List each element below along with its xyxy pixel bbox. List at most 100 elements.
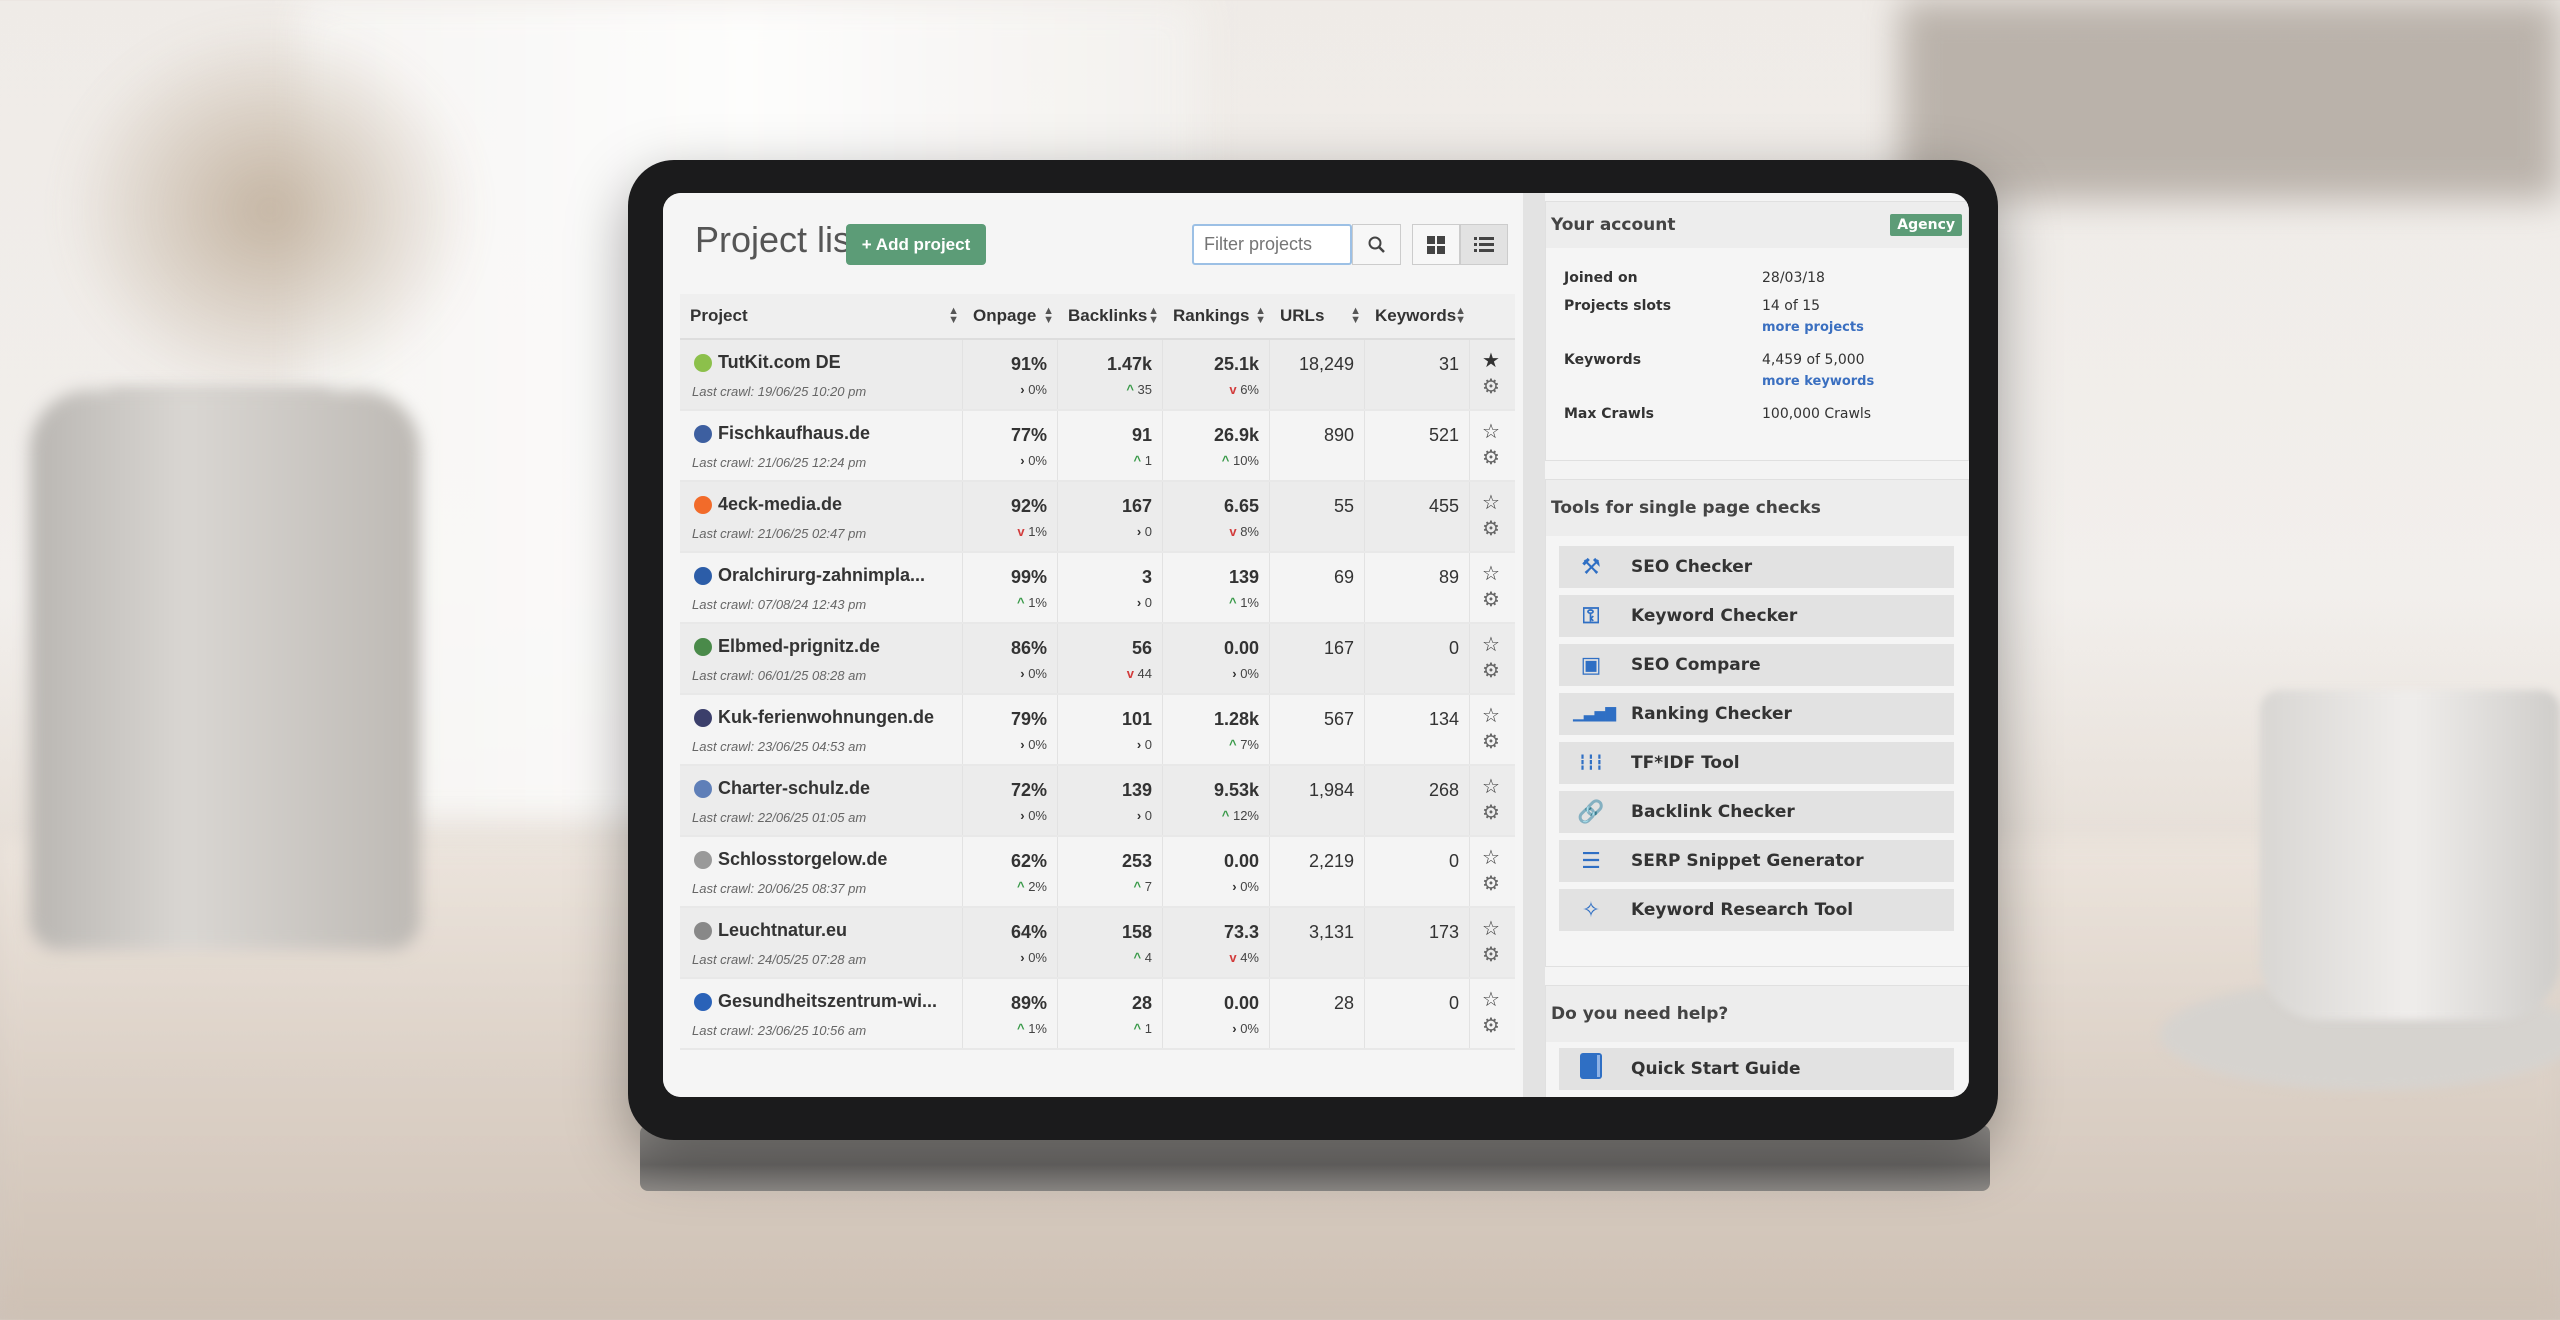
table-row[interactable]: Kuk-ferienwohnungen.de Last crawl: 23/06/…	[680, 695, 1515, 766]
tool-label: Ranking Checker	[1631, 704, 1792, 724]
onpage-cell: 72% › 0%	[963, 766, 1058, 835]
project-name-link[interactable]: Fischkaufhaus.de	[694, 423, 870, 444]
table-row[interactable]: Charter-schulz.de Last crawl: 22/06/25 01…	[680, 766, 1515, 837]
gear-icon[interactable]: ⚙	[1482, 660, 1500, 682]
column-onpage[interactable]: Onpage ▲ ▼	[963, 294, 1058, 338]
gear-icon[interactable]: ⚙	[1482, 518, 1500, 540]
backlinks-delta: ^ 1	[1134, 453, 1152, 468]
tool-serp-snippet-generator[interactable]: ☰ SERP Snippet Generator	[1559, 840, 1954, 882]
column-backlinks[interactable]: Backlinks ▲ ▼	[1058, 294, 1163, 338]
onpage-cell: 79% › 0%	[963, 695, 1058, 764]
onpage-value: 89%	[1010, 993, 1047, 1013]
trend-up-icon: ^	[1133, 950, 1145, 965]
table-row[interactable]: TutKit.com DE Last crawl: 19/06/25 10:20 …	[680, 340, 1515, 411]
trend-flat-icon: ›	[1136, 737, 1145, 752]
trend-flat-icon: ›	[1020, 666, 1029, 681]
table-row[interactable]: Fischkaufhaus.de Last crawl: 21/06/25 12:…	[680, 411, 1515, 482]
grid-view-button[interactable]	[1412, 224, 1460, 265]
star-icon[interactable]: ☆	[1482, 918, 1500, 940]
star-icon[interactable]: ☆	[1482, 989, 1500, 1011]
table-row[interactable]: Leuchtnatur.eu Last crawl: 24/05/25 07:28…	[680, 908, 1515, 979]
tool-keyword-research-tool[interactable]: ✧ Keyword Research Tool	[1559, 889, 1954, 931]
gear-icon[interactable]: ⚙	[1482, 1015, 1500, 1037]
rankings-delta-value: 6%	[1240, 382, 1259, 397]
more-keywords-link[interactable]: more keywords	[1762, 374, 1875, 389]
tool-keyword-checker[interactable]: ⚿ Keyword Checker	[1559, 595, 1954, 637]
project-name-link[interactable]: Elbmed-prignitz.de	[694, 636, 880, 657]
gear-icon[interactable]: ⚙	[1482, 873, 1500, 895]
table-row[interactable]: 4eck-media.de Last crawl: 21/06/25 02:47 …	[680, 482, 1515, 553]
gear-icon[interactable]: ⚙	[1482, 447, 1500, 469]
table-row[interactable]: Elbmed-prignitz.de Last crawl: 06/01/25 0…	[680, 624, 1515, 695]
gear-icon[interactable]: ⚙	[1482, 944, 1500, 966]
actions-cell: ☆ ⚙	[1470, 411, 1515, 480]
tool-backlink-checker[interactable]: 🔗 Backlink Checker	[1559, 791, 1954, 833]
table-row[interactable]: Oralchirurg-zahnimpla... Last crawl: 07/0…	[680, 553, 1515, 624]
rankings-cell: 73.3 v 4%	[1163, 908, 1270, 977]
gear-icon[interactable]: ⚙	[1482, 376, 1500, 398]
project-name-link[interactable]: Charter-schulz.de	[694, 778, 870, 799]
project-name-link[interactable]: Leuchtnatur.eu	[694, 920, 847, 941]
star-icon[interactable]: ★	[1482, 350, 1500, 372]
slots-value: 14 of 15	[1762, 298, 1821, 314]
star-icon[interactable]: ☆	[1482, 563, 1500, 585]
trend-flat-icon: ›	[1020, 453, 1029, 468]
project-name-link[interactable]: Kuk-ferienwohnungen.de	[694, 707, 934, 728]
onpage-delta: › 0%	[1020, 950, 1047, 965]
table-row[interactable]: Gesundheitszentrum-wi... Last crawl: 23/0…	[680, 979, 1515, 1050]
account-title: Your account	[1551, 215, 1676, 235]
star-icon[interactable]: ☆	[1482, 847, 1500, 869]
project-favicon	[694, 637, 712, 656]
project-name-link[interactable]: Oralchirurg-zahnimpla...	[694, 565, 925, 586]
keywords-cell: 455	[1365, 482, 1470, 551]
trend-down-icon: v	[1126, 666, 1138, 681]
background-vase	[30, 390, 420, 950]
star-icon[interactable]: ☆	[1482, 634, 1500, 656]
magic-wand-icon: ✧	[1581, 897, 1601, 923]
project-name: Charter-schulz.de	[718, 778, 871, 798]
project-name-link[interactable]: Gesundheitszentrum-wi...	[694, 991, 937, 1012]
project-name-link[interactable]: TutKit.com DE	[694, 352, 841, 373]
gear-icon[interactable]: ⚙	[1482, 589, 1500, 611]
star-icon[interactable]: ☆	[1482, 492, 1500, 514]
gear-icon[interactable]: ⚙	[1482, 731, 1500, 753]
column-label: Onpage	[973, 306, 1037, 325]
rankings-delta-value: 12%	[1232, 808, 1259, 823]
rankings-value: 1.28k	[1213, 709, 1259, 729]
project-favicon	[694, 495, 712, 514]
tool-seo-compare[interactable]: ▣ SEO Compare	[1559, 644, 1954, 686]
tool-tf-idf-tool[interactable]: ┇┇┇ TF*IDF Tool	[1559, 742, 1954, 784]
backlinks-delta-value: 35	[1137, 382, 1152, 397]
search-button[interactable]	[1352, 224, 1401, 265]
keywords-cell: 31	[1365, 340, 1470, 409]
column-urls[interactable]: URLs ▲ ▼	[1270, 294, 1365, 338]
tool-seo-checker[interactable]: ⚒ SEO Checker	[1559, 546, 1954, 588]
onpage-value: 91%	[1010, 354, 1047, 374]
panel-divider	[1523, 193, 1545, 1097]
tool-ranking-checker[interactable]: ▁▃▅▇ Ranking Checker	[1559, 693, 1954, 735]
list-view-button[interactable]	[1460, 224, 1508, 265]
trend-down-icon: v	[1229, 950, 1241, 965]
onpage-delta: ^ 2%	[1017, 879, 1047, 894]
filter-projects-input[interactable]	[1192, 224, 1352, 265]
backlinks-delta: › 0	[1137, 595, 1152, 610]
project-name-link[interactable]: Schlosstorgelow.de	[694, 849, 887, 870]
project-favicon	[694, 424, 712, 443]
backlinks-delta-value: 0	[1144, 595, 1152, 610]
onpage-cell: 64% › 0%	[963, 908, 1058, 977]
table-row[interactable]: Schlosstorgelow.de Last crawl: 20/06/25 0…	[680, 837, 1515, 908]
star-icon[interactable]: ☆	[1482, 421, 1500, 443]
column-rankings[interactable]: Rankings ▲ ▼	[1163, 294, 1270, 338]
star-icon[interactable]: ☆	[1482, 776, 1500, 798]
more-projects-link[interactable]: more projects	[1762, 320, 1864, 335]
onpage-cell: 91% › 0%	[963, 340, 1058, 409]
quick-start-guide-button[interactable]: Quick Start Guide	[1559, 1048, 1954, 1090]
trend-up-icon: ^	[1133, 453, 1145, 468]
column-keywords[interactable]: Keywords ▲ ▼	[1365, 294, 1470, 338]
project-name-link[interactable]: 4eck-media.de	[694, 494, 842, 515]
backlinks-cell: 158 ^ 4	[1058, 908, 1163, 977]
add-project-button[interactable]: + Add project	[846, 224, 986, 265]
star-icon[interactable]: ☆	[1482, 705, 1500, 727]
column-project[interactable]: Project ▲ ▼	[680, 294, 963, 338]
gear-icon[interactable]: ⚙	[1482, 802, 1500, 824]
